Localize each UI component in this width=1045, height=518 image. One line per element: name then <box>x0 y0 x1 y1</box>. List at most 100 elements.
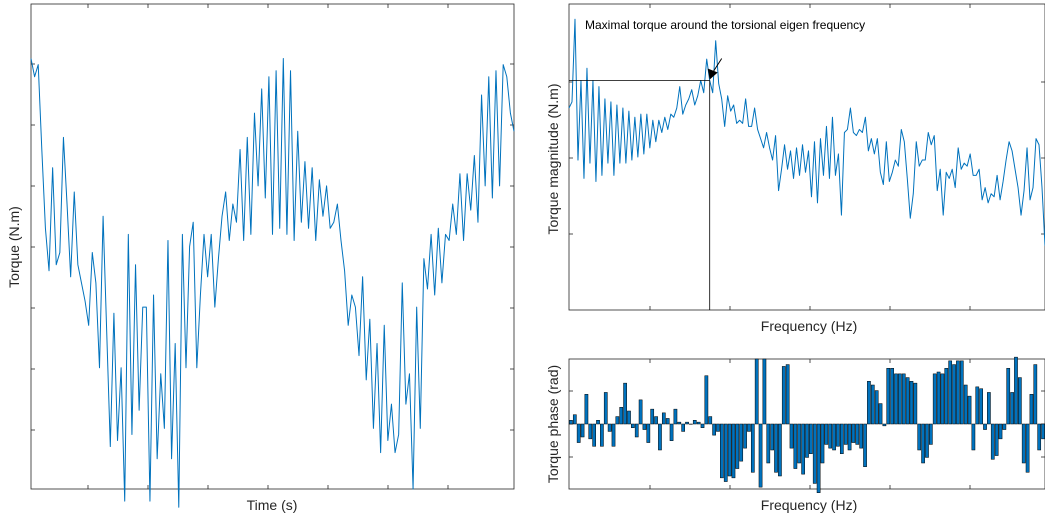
data-point <box>337 203 338 204</box>
data-point <box>994 196 995 197</box>
phase-bar <box>1033 364 1038 425</box>
data-point <box>730 111 731 112</box>
data-point <box>1023 190 1024 191</box>
data-point <box>1029 199 1030 200</box>
data-point <box>841 215 842 216</box>
data-point <box>207 276 208 277</box>
phase-bar <box>805 423 809 458</box>
phase-bar <box>677 421 682 425</box>
data-point <box>868 150 869 151</box>
data-point <box>45 228 46 229</box>
magnitude-y-axis-label: Torque magnitude (N.m) <box>545 84 561 235</box>
data-point <box>955 187 956 188</box>
phase-bar <box>886 368 891 425</box>
phase-bar <box>979 388 983 425</box>
data-point <box>622 107 623 108</box>
phase-bar <box>843 423 848 445</box>
data-point <box>250 234 251 235</box>
phase-bar <box>855 423 860 445</box>
data-point <box>272 234 273 235</box>
phase-bar <box>762 358 767 425</box>
data-point <box>128 234 129 235</box>
data-point <box>910 218 911 219</box>
data-point <box>254 113 255 114</box>
phase-bar <box>801 423 805 475</box>
data-point <box>304 161 305 162</box>
phase-bar <box>836 423 840 447</box>
data-point <box>164 428 165 429</box>
data-point <box>913 193 914 194</box>
phase-bar <box>1014 356 1018 425</box>
phase-bar <box>832 423 836 451</box>
data-point <box>312 167 313 168</box>
data-point <box>286 234 287 235</box>
data-point <box>607 163 608 164</box>
data-point <box>976 175 977 176</box>
data-point <box>601 175 602 176</box>
data-point <box>200 294 201 295</box>
phase-bar <box>870 384 875 425</box>
phase-spectrum-chart: Frequency (Hz) Torque phase (rad) <box>545 356 1045 513</box>
series-line <box>568 18 1045 246</box>
data-point <box>276 70 277 71</box>
data-point <box>366 379 367 380</box>
phase-bar <box>952 364 956 425</box>
data-point <box>394 452 395 453</box>
data-point <box>265 197 266 198</box>
phase-bar <box>878 403 883 425</box>
data-point <box>506 76 507 77</box>
data-point <box>301 222 302 223</box>
phase-bar <box>929 423 933 445</box>
phase-bar <box>712 423 716 436</box>
data-point <box>778 190 779 191</box>
phase-bar <box>820 423 825 464</box>
data-point <box>571 101 572 102</box>
phase-x-axis-label: Frequency (Hz) <box>761 497 857 513</box>
magnitude-ticks <box>569 4 1045 310</box>
phase-bar <box>1041 423 1045 440</box>
data-point <box>1038 144 1039 145</box>
data-point <box>844 132 845 133</box>
data-point <box>203 234 204 235</box>
phase-bar <box>959 360 964 425</box>
data-point <box>59 252 60 253</box>
data-point <box>745 98 746 99</box>
data-point <box>838 153 839 154</box>
phase-bar <box>1021 423 1026 464</box>
data-point <box>970 153 971 154</box>
phase-bar <box>847 423 852 451</box>
data-point <box>940 169 941 170</box>
data-point <box>84 300 85 301</box>
data-point <box>427 288 428 289</box>
data-point <box>826 126 827 127</box>
data-point <box>229 240 230 241</box>
data-point <box>355 307 356 308</box>
data-point <box>958 147 959 148</box>
data-point <box>586 68 587 69</box>
data-point <box>441 282 442 283</box>
phase-bar <box>940 373 945 425</box>
data-point <box>925 159 926 160</box>
data-point <box>344 270 345 271</box>
data-point <box>856 135 857 136</box>
data-point <box>445 234 446 235</box>
phase-bar <box>743 423 747 449</box>
data-point <box>886 141 887 142</box>
data-point <box>261 88 262 89</box>
data-point <box>997 175 998 176</box>
phase-bar <box>828 423 833 449</box>
data-point <box>862 132 863 133</box>
data-point <box>718 83 719 84</box>
data-point <box>1032 187 1033 188</box>
data-point <box>513 131 514 132</box>
data-point <box>247 137 248 138</box>
data-point <box>495 70 496 71</box>
phase-bar <box>789 423 794 449</box>
data-point <box>438 228 439 229</box>
data-point <box>784 144 785 145</box>
data-point <box>667 129 668 130</box>
phase-bar <box>631 423 635 428</box>
data-point <box>185 367 186 368</box>
data-point <box>835 175 836 176</box>
data-point <box>961 169 962 170</box>
